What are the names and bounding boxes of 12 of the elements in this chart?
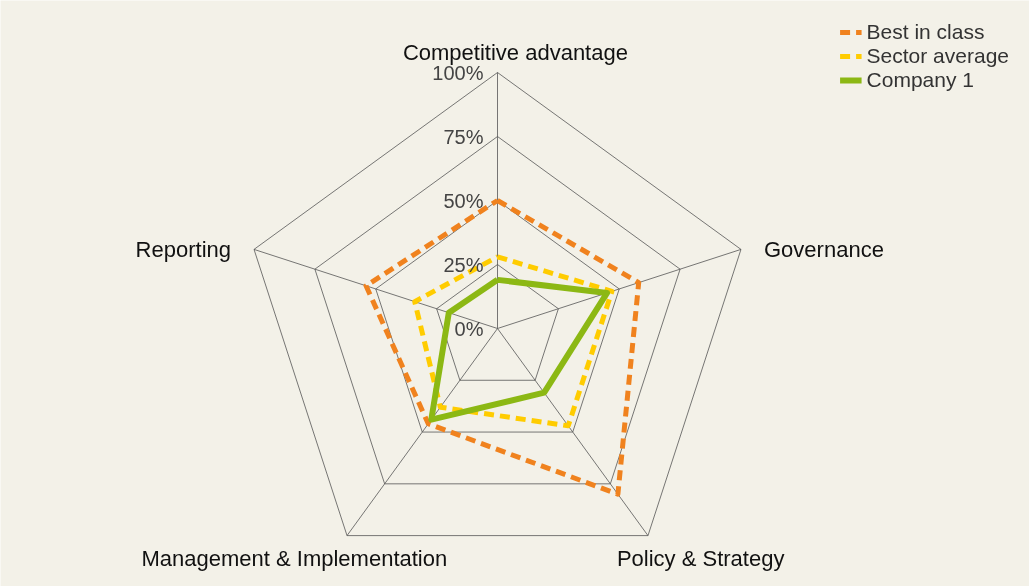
spoke-label: Management & Implementation	[141, 545, 448, 571]
spoke-label: Competitive advantage	[402, 39, 628, 65]
legend-label: Company 1	[866, 68, 974, 92]
y-tick-label: 75%	[443, 125, 484, 148]
spoke-label: Governance	[764, 236, 884, 262]
legend-label: Sector average	[866, 44, 1009, 68]
y-tick-label: 0%	[454, 317, 484, 340]
y-tick-label: 50%	[443, 189, 484, 212]
spoke-label: Reporting	[135, 236, 231, 262]
legend-label: Best in class	[866, 20, 985, 44]
y-tick-label: 25%	[443, 253, 484, 276]
spoke-label: Policy & Strategy	[616, 545, 785, 571]
